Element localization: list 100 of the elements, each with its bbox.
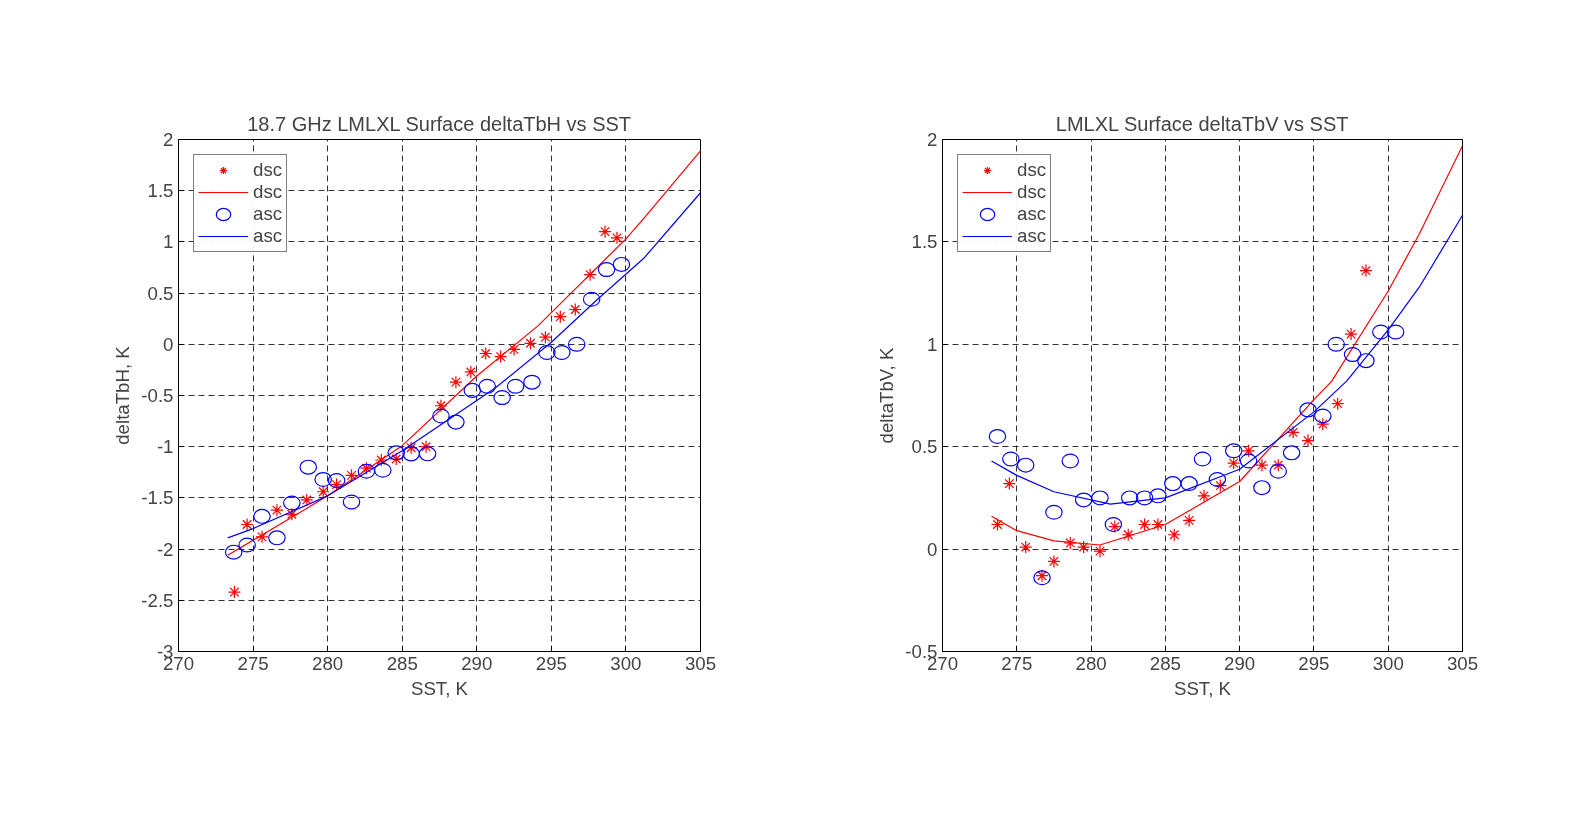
- point: [1286, 425, 1300, 439]
- point: [1120, 490, 1139, 506]
- y-tick-label: -2.5: [141, 589, 174, 611]
- point: [374, 462, 392, 478]
- point: [478, 378, 497, 394]
- legend-label: dsc: [1017, 181, 1047, 203]
- chart-title: 18.7 GHz LMLXL Surface deltaTbH vs SST: [247, 112, 632, 135]
- point: [387, 445, 406, 461]
- y-tick-label: 2: [927, 129, 938, 150]
- y-tick-label: 1: [163, 231, 174, 253]
- point: [1269, 463, 1288, 479]
- point: [434, 399, 448, 413]
- y-tick-label: 1: [927, 333, 938, 355]
- point: [432, 408, 450, 424]
- point: [494, 349, 508, 364]
- point: [1301, 433, 1315, 448]
- point: [1208, 471, 1227, 487]
- point: [1045, 504, 1063, 520]
- x-tick-label: 275: [1001, 652, 1033, 674]
- point: [568, 302, 582, 317]
- point: [1137, 517, 1152, 532]
- point: [1386, 324, 1405, 340]
- x-axis-title: SST, K: [1173, 677, 1232, 699]
- legend-label: dsc: [1017, 159, 1047, 181]
- point: [1197, 489, 1211, 503]
- point: [1002, 476, 1016, 491]
- y-tick-label: 0: [163, 333, 174, 355]
- point: [1019, 540, 1033, 554]
- point: [449, 375, 463, 389]
- point: [1271, 458, 1285, 472]
- point: [1047, 554, 1061, 568]
- x-tick-label: 295: [1298, 652, 1330, 674]
- point: [597, 262, 616, 278]
- point: [1239, 453, 1258, 469]
- point: [1316, 417, 1330, 431]
- point: [447, 414, 465, 430]
- point: [316, 485, 330, 499]
- point: [1299, 402, 1317, 418]
- x-tick-label: 285: [1149, 652, 1181, 674]
- point: [1149, 488, 1167, 504]
- point: [1121, 528, 1135, 542]
- x-tick-label: 290: [461, 652, 493, 674]
- point: [418, 446, 437, 462]
- x-axis-title: SST, K: [410, 677, 469, 699]
- point: [253, 508, 271, 524]
- y-tick-label: 1.5: [911, 231, 938, 253]
- point: [283, 495, 301, 511]
- point: [1135, 490, 1154, 506]
- x-tick-label: 280: [1075, 652, 1107, 674]
- legend-label: asc: [1017, 225, 1047, 247]
- point: [523, 374, 541, 390]
- point: [255, 530, 269, 544]
- point: [240, 517, 254, 532]
- point: [327, 472, 346, 488]
- point: [268, 530, 286, 546]
- point: [567, 336, 586, 352]
- point: [1180, 476, 1198, 492]
- point: [299, 459, 318, 475]
- point: [1253, 480, 1271, 496]
- point: [1108, 519, 1122, 534]
- point: [1063, 536, 1077, 550]
- point: [612, 256, 631, 272]
- legend-label: asc: [253, 203, 283, 225]
- point: [344, 468, 359, 482]
- x-tick-label: 290: [1224, 652, 1256, 674]
- point: [583, 268, 597, 282]
- point: [300, 493, 314, 507]
- point: [1061, 453, 1080, 469]
- x-tick-label: 305: [684, 652, 717, 674]
- point: [270, 503, 284, 517]
- point: [479, 346, 493, 361]
- chart-title: LMLXL Surface deltaTbV vs SST: [1055, 112, 1349, 135]
- point: [493, 390, 511, 406]
- point: [238, 537, 256, 553]
- y-tick-label: 2: [163, 129, 174, 150]
- legend-label: dsc: [253, 159, 283, 181]
- point: [1077, 540, 1091, 554]
- point: [538, 344, 556, 360]
- point: [1164, 476, 1182, 492]
- point: [1327, 336, 1345, 352]
- point: [1227, 456, 1241, 470]
- point: [598, 225, 612, 239]
- x-tick-label: 305: [1446, 652, 1479, 674]
- point: [1343, 347, 1362, 363]
- point: [389, 452, 403, 466]
- point: [463, 382, 482, 398]
- point: [553, 310, 567, 324]
- point: [1357, 353, 1375, 369]
- point: [285, 507, 299, 521]
- point: [314, 471, 332, 487]
- point: [1091, 490, 1109, 506]
- point: [1074, 492, 1093, 508]
- point: [1241, 444, 1256, 458]
- y-tick-label: -1.5: [141, 487, 174, 509]
- point: [1104, 517, 1123, 533]
- point: [1224, 443, 1243, 459]
- point: [1002, 451, 1020, 467]
- point: [359, 461, 374, 475]
- point: [1182, 513, 1196, 528]
- point: [1193, 451, 1212, 467]
